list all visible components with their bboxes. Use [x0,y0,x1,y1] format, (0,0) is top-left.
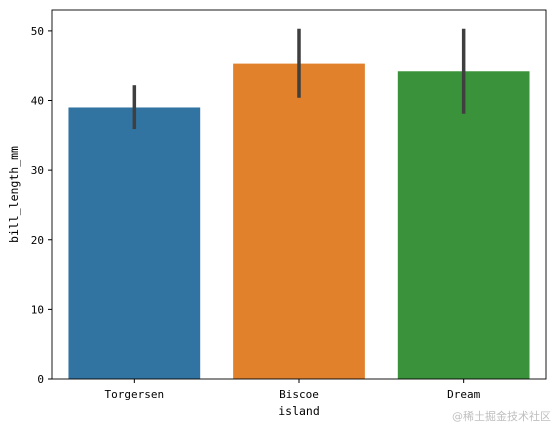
bar-dream [397,71,530,380]
watermark: @稀土掘金技术社区 [452,410,551,423]
x-tick-label: Torgersen [105,388,165,401]
y-tick-label: 10 [31,303,44,316]
x-tick-label: Biscoe [279,388,319,401]
x-axis-ticks: Torgersen Biscoe Dream [105,379,481,401]
x-axis-label: island [278,404,320,418]
y-axis-ticks: 0 10 20 30 40 50 [31,25,52,386]
x-tick-label: Dream [447,388,480,401]
y-tick-label: 50 [31,25,44,38]
y-tick-label: 20 [31,234,44,247]
bars-layer [68,63,530,380]
y-axis-label: bill_length_mm [7,146,21,243]
y-tick-label: 40 [31,95,44,108]
bar-torgersen [68,107,201,380]
y-tick-label: 0 [37,373,44,386]
error-bars-layer [132,28,466,130]
y-tick-label: 30 [31,164,44,177]
bar-biscoe [233,63,365,379]
